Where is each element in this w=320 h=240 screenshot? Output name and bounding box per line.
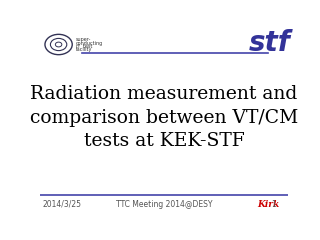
Text: Kirk: Kirk [257, 200, 279, 209]
Text: stf: stf [248, 29, 290, 57]
Text: rf  test: rf test [76, 44, 92, 49]
Text: 2014/3/25: 2014/3/25 [43, 200, 82, 209]
Text: 1: 1 [271, 200, 276, 209]
Text: TTC Meeting 2014@DESY: TTC Meeting 2014@DESY [116, 200, 212, 209]
Text: Radiation measurement and
comparison between VT/CM
tests at KEK-STF: Radiation measurement and comparison bet… [30, 85, 298, 150]
Text: conducting: conducting [76, 41, 103, 46]
Text: super-: super- [76, 37, 91, 42]
Text: facility: facility [76, 47, 92, 52]
